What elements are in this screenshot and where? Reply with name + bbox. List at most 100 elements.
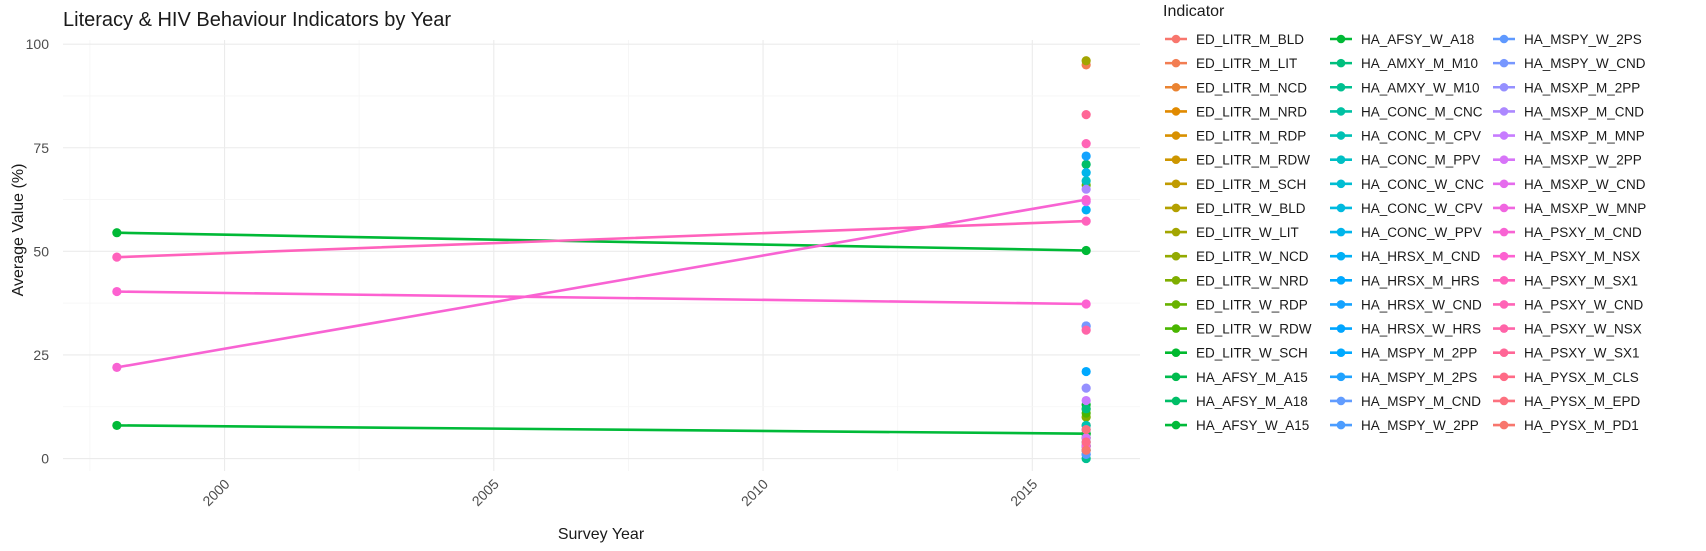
- legend-key-point: [1499, 58, 1509, 68]
- legend-label: HA_MSPY_M_2PS: [1361, 370, 1477, 385]
- y-tick-label: 75: [33, 140, 49, 156]
- legend-key-point: [1336, 420, 1346, 430]
- legend-label: ED_LITR_M_RDP: [1196, 129, 1306, 144]
- legend-key-point: [1171, 131, 1181, 140]
- legend-item: HA_AMXY_M_M10: [1330, 56, 1478, 71]
- legend-key-point: [1499, 324, 1509, 333]
- legend-item: HA_HRSX_M_CND: [1330, 249, 1481, 264]
- legend-label: HA_HRSX_W_CND: [1361, 297, 1482, 312]
- legend-label: HA_HRSX_W_HRS: [1361, 322, 1481, 337]
- legend-label: HA_MSPY_W_CND: [1524, 56, 1646, 71]
- legend-item: ED_LITR_M_RDW: [1165, 153, 1310, 168]
- legend-label: HA_MSPY_W_2PS: [1524, 32, 1642, 47]
- data-point: [1081, 437, 1091, 447]
- data-point: [1081, 383, 1091, 393]
- legend-key-point: [1499, 82, 1509, 92]
- legend-label: HA_CONC_M_CNC: [1361, 104, 1483, 119]
- data-point: [1081, 424, 1091, 435]
- data-point: [1081, 109, 1091, 120]
- legend-item: ED_LITR_W_LIT: [1165, 225, 1299, 240]
- legend-key-point: [1171, 396, 1181, 406]
- legend-key-point: [1171, 203, 1181, 213]
- legend-label: HA_PSXY_M_NSX: [1524, 249, 1640, 264]
- data-point: [1081, 395, 1091, 406]
- legend-item: HA_MSPY_W_CND: [1493, 56, 1646, 71]
- legend-label: ED_LITR_W_NRD: [1196, 273, 1309, 288]
- legend-key-point: [1336, 82, 1346, 92]
- data-point: [112, 420, 122, 431]
- y-axis-title: Average Value (%): [10, 164, 27, 297]
- legend-item: HA_PSXY_M_CND: [1493, 225, 1642, 240]
- legend-item: HA_MSXP_W_CND: [1493, 177, 1646, 192]
- data-point: [1081, 56, 1091, 66]
- legend-item: ED_LITR_M_SCH: [1165, 177, 1306, 192]
- data-point: [1081, 404, 1091, 414]
- data-point: [1081, 159, 1091, 169]
- legend-key-point: [1171, 34, 1181, 44]
- legend-item: ED_LITR_M_RDP: [1165, 129, 1306, 144]
- legend-label: ED_LITR_W_SCH: [1196, 346, 1308, 361]
- legend-key-point: [1171, 155, 1181, 164]
- legend-key-point: [1336, 348, 1346, 357]
- legend-label: ED_LITR_M_NCD: [1196, 80, 1307, 95]
- legend-label: HA_MSXP_M_MNP: [1524, 129, 1645, 144]
- data-point: [112, 252, 122, 262]
- legend-key-point: [1171, 276, 1181, 285]
- legend-item: HA_HRSX_M_HRS: [1330, 273, 1480, 288]
- legend-label: ED_LITR_W_RDP: [1196, 297, 1308, 312]
- legend-key-point: [1499, 420, 1509, 430]
- legend-item: HA_MSPY_W_2PP: [1330, 418, 1479, 433]
- legend-key-point: [1336, 155, 1346, 164]
- legend-item: HA_MSXP_M_CND: [1493, 104, 1644, 119]
- legend-item: HA_HRSX_W_HRS: [1330, 322, 1481, 337]
- legend-item: HA_AFSY_W_A18: [1330, 32, 1474, 47]
- legend-item: HA_MSXP_M_2PP: [1493, 80, 1640, 95]
- legend-key-point: [1499, 34, 1509, 44]
- legend-key-point: [1336, 34, 1346, 44]
- data-point: [112, 228, 122, 238]
- x-tick-label: 2010: [738, 476, 771, 509]
- legend-label: ED_LITR_M_NRD: [1196, 104, 1307, 119]
- legend-item: HA_CONC_W_CPV: [1330, 201, 1483, 216]
- legend-label: HA_AMXY_W_M10: [1361, 80, 1480, 95]
- data-point: [1081, 325, 1091, 335]
- legend-label: HA_CONC_M_PPV: [1361, 153, 1480, 168]
- series-line: [115, 290, 1088, 306]
- legend-label: HA_CONC_W_CPV: [1361, 201, 1483, 216]
- legend-label: HA_HRSX_M_HRS: [1361, 273, 1480, 288]
- legend-key-point: [1499, 179, 1509, 189]
- y-tick-label: 100: [26, 36, 50, 52]
- series-line: [115, 424, 1088, 435]
- legend-label: HA_MSPY_M_CND: [1361, 394, 1481, 409]
- legend-label: HA_PSXY_M_CND: [1524, 225, 1642, 240]
- x-axis-ticks: 2000 2005 2010 2015: [199, 476, 1040, 509]
- legend-key-point: [1171, 82, 1181, 92]
- legend-label: HA_MSXP_W_CND: [1524, 177, 1646, 192]
- legend-item: ED_LITR_W_NCD: [1165, 249, 1309, 264]
- legend-key-point: [1171, 107, 1181, 116]
- legend-item: HA_CONC_M_PPV: [1330, 153, 1480, 168]
- legend-item: ED_LITR_W_SCH: [1165, 346, 1308, 361]
- legend-item: HA_PSXY_W_NSX: [1493, 322, 1642, 337]
- legend-key-point: [1499, 203, 1509, 213]
- legend-item: HA_CONC_W_CNC: [1330, 177, 1484, 192]
- legend-label: HA_PSXY_W_NSX: [1524, 322, 1642, 337]
- legend-label: HA_MSXP_W_2PP: [1524, 153, 1642, 168]
- legend-label: HA_MSPY_M_2PP: [1361, 346, 1477, 361]
- legend-label: HA_PYSX_M_CLS: [1524, 370, 1639, 385]
- legend-key-point: [1336, 372, 1346, 382]
- data-point: [112, 286, 122, 297]
- legend-key-point: [1171, 324, 1181, 333]
- legend-item: HA_CONC_M_CNC: [1330, 104, 1483, 119]
- legend-label: HA_AFSY_M_A15: [1196, 370, 1308, 385]
- data-point: [1081, 445, 1091, 455]
- legend-item: HA_PSXY_M_NSX: [1493, 249, 1640, 264]
- legend-item: HA_AMXY_W_M10: [1330, 80, 1480, 95]
- legend-label: HA_AFSY_W_A15: [1196, 418, 1309, 433]
- legend-key-point: [1336, 179, 1346, 189]
- legend-label: ED_LITR_M_LIT: [1196, 56, 1297, 71]
- legend-label: HA_CONC_M_CPV: [1361, 129, 1481, 144]
- legend-item: HA_CONC_M_CPV: [1330, 129, 1481, 144]
- series-line: [115, 231, 1088, 252]
